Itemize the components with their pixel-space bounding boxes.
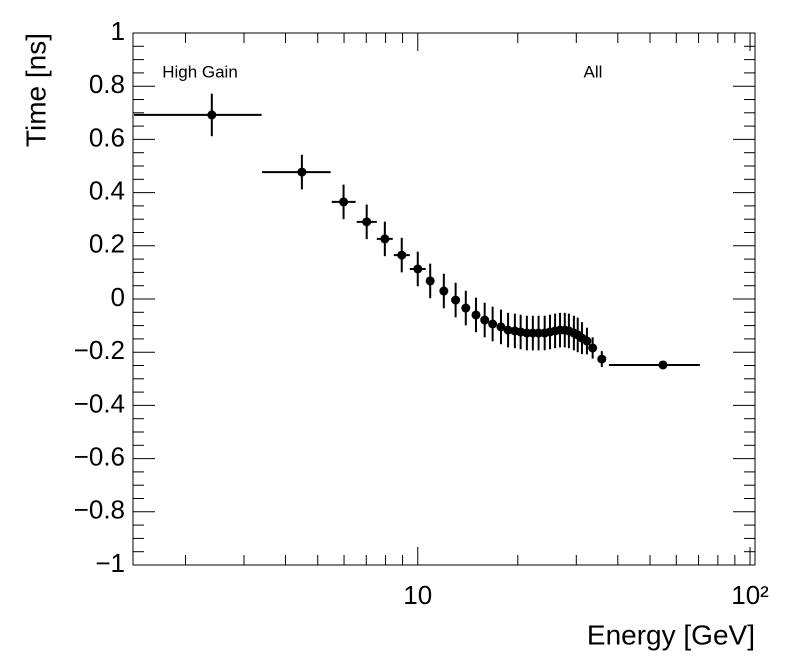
data-point — [588, 343, 598, 353]
data-point — [380, 234, 390, 244]
annotation: High Gain — [162, 62, 238, 81]
annotation: All — [584, 62, 603, 81]
data-point — [582, 336, 592, 346]
y-tick-label: −0.8 — [74, 495, 125, 525]
data-point — [658, 360, 668, 370]
x-tick-label: 10 — [403, 580, 432, 610]
data-point — [503, 325, 513, 335]
data-point — [471, 310, 481, 320]
y-tick-label: −0.4 — [74, 388, 125, 418]
data-point — [425, 276, 435, 286]
y-tick-label: 0.8 — [89, 69, 125, 99]
data-point — [451, 295, 461, 305]
data-point — [207, 110, 217, 120]
data-point — [461, 303, 471, 313]
y-tick-label: −0.6 — [74, 441, 125, 471]
y-tick-label: 1 — [111, 16, 125, 46]
y-axis-title: Time [ns] — [20, 33, 51, 147]
y-tick-label: 0.6 — [89, 122, 125, 152]
y-tick-label: 0.4 — [89, 175, 125, 205]
y-tick-label: −1 — [95, 548, 125, 578]
x-axis-title: Energy [GeV] — [587, 619, 755, 650]
data-point — [488, 319, 498, 329]
data-point — [413, 264, 423, 274]
data-point — [339, 197, 349, 207]
data-point — [496, 322, 506, 332]
x-tick-label: 10² — [731, 580, 769, 610]
data-point — [439, 286, 449, 296]
data-point — [480, 315, 490, 325]
data-point — [397, 250, 407, 260]
data-point — [597, 354, 607, 364]
data-point — [297, 167, 307, 177]
y-tick-label: 0 — [111, 282, 125, 312]
data-point — [362, 217, 372, 227]
y-tick-label: −0.2 — [74, 335, 125, 365]
y-tick-label: 0.2 — [89, 229, 125, 259]
